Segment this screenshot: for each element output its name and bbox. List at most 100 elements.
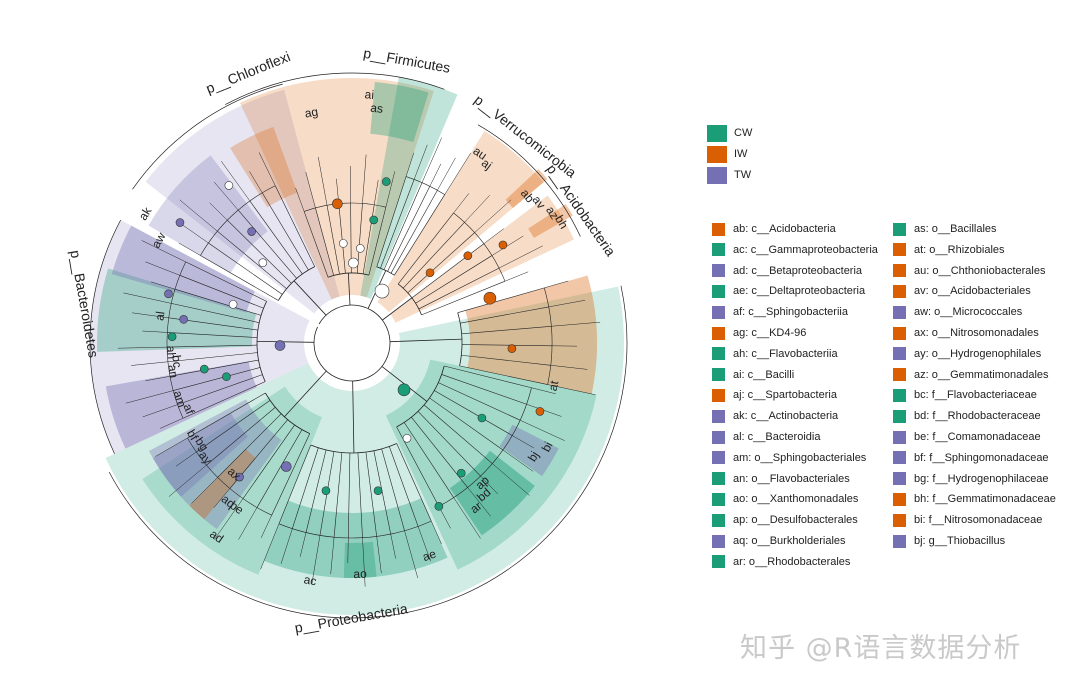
branch-arc (166, 261, 186, 419)
branch-twig (196, 400, 271, 453)
branch-twig (457, 287, 545, 313)
branch-tip (155, 437, 188, 457)
clade-sector (152, 413, 248, 497)
branch-tip (299, 532, 307, 557)
clade-label: bg (192, 435, 211, 454)
branch-twig (292, 447, 319, 529)
legend-swatch (893, 388, 906, 402)
legend-label: at: o__Rhizobiales (914, 243, 1005, 256)
legend-swatch (893, 305, 906, 319)
tree-nodes (164, 177, 545, 511)
clade-sector (148, 399, 282, 530)
legend-item: aw: o__Micrococcales (893, 304, 1022, 320)
branch-twig (381, 448, 405, 531)
branch-twig (167, 332, 258, 338)
clade-sector (105, 361, 257, 449)
legend-label: ag: c__KD4-96 (733, 327, 807, 339)
clade-node (332, 198, 343, 210)
branch-arc (265, 392, 310, 434)
clade-sector (528, 204, 573, 238)
branch-tip (551, 321, 601, 327)
branch-arc (187, 437, 272, 516)
legend-label: ap: o__Desulfobacterales (733, 514, 858, 527)
tree-center-disc (306, 297, 398, 389)
legend-label: aq: o__Burkholderiales (733, 535, 846, 547)
branch-tip (405, 152, 415, 177)
phylum-label: p__Firmicutes (362, 45, 451, 76)
legend-item: au: o__Chthoniobacterales (893, 263, 1045, 279)
branch-tip (191, 477, 218, 504)
legend-item: at: o__Rhizobiales (893, 242, 1005, 258)
legend-item: ab: c__Acidobacteria (712, 221, 836, 237)
branch-twig (208, 242, 283, 295)
branch-tip (376, 536, 382, 574)
legend-label: bi: f__Nitrosomonadaceae (914, 514, 1043, 527)
branch-tip (373, 180, 379, 205)
clade-node (235, 472, 244, 482)
legend-swatch (893, 243, 906, 257)
branch-twig (460, 306, 549, 324)
branch-twig (177, 374, 263, 405)
clade-node (338, 239, 348, 248)
branch-twig (187, 392, 266, 439)
branch-twig (459, 365, 548, 385)
clade-label: ah (164, 345, 179, 359)
legend-label: ax: o__Nitrosomonadales (914, 327, 1039, 339)
legend-item: ar: o__Rhodobacterales (712, 554, 850, 570)
branch-twig (444, 365, 532, 389)
legend-swatch (712, 264, 725, 278)
legend-item: ah: c__Flavobacteriia (712, 346, 838, 362)
branch-twig (333, 452, 343, 538)
legend-item: af: c__Sphingobacteriia (712, 304, 848, 320)
legend-label: ak: c__Actinobacteria (733, 410, 839, 423)
legend-label: ar: o__Rhodobacterales (733, 555, 851, 568)
branch-tip (238, 507, 258, 540)
branch-twig (365, 452, 377, 537)
legend-label: bh: f__Gemmatimonadaceae (914, 493, 1056, 506)
clade-node (167, 332, 177, 342)
clade-node (179, 315, 188, 324)
branch-twig (421, 280, 506, 316)
clade-node (280, 461, 292, 472)
branch-twig (461, 325, 552, 335)
branch-twig (185, 261, 267, 302)
branch-tip (305, 172, 316, 208)
branch-tip (131, 361, 168, 366)
branch-twig (169, 359, 259, 377)
legend-item: ai: c__Bacilli (712, 367, 794, 383)
branch-stem (389, 338, 462, 343)
legend-label: ad: c__Betaproteobacteria (733, 264, 863, 277)
branch-tip (548, 299, 586, 308)
branch-twig (441, 374, 527, 405)
clade-node (498, 240, 508, 250)
legend-item: bf: f__Sphingomonadaceae (893, 450, 1049, 466)
clade-node (258, 258, 268, 268)
branch-twig (167, 344, 258, 348)
branch-tip (123, 292, 172, 304)
clade-node (456, 468, 466, 478)
clade-sector (377, 130, 544, 313)
branch-tip (260, 515, 272, 538)
legend-item: an: o__Flavobacteriales (712, 471, 850, 487)
group-legend-tw: TW (707, 166, 751, 184)
branch-tip (550, 365, 588, 370)
clade-node (321, 486, 331, 496)
clade-sector (343, 541, 377, 579)
branch-twig (376, 176, 407, 268)
branch-tip (467, 487, 491, 517)
clade-sector (390, 195, 575, 323)
branch-tip (492, 463, 530, 496)
clade-node (477, 413, 487, 423)
legend-label: ay: o__Hydrogenophilales (914, 347, 1042, 360)
branch-tip (145, 261, 180, 276)
legend-swatch (893, 222, 906, 236)
branch-tip (421, 137, 442, 183)
branch-tip (417, 526, 431, 562)
legend-label: ac: c__Gammaproteobacteria (733, 243, 878, 256)
clade-node (425, 268, 435, 278)
clade-node (224, 181, 234, 190)
legend-item: ag: c__KD4-96 (712, 325, 806, 341)
branch-tip (249, 171, 263, 193)
legend-item: av: o__Acidobacteriales (893, 283, 1031, 299)
clade-label: bc (169, 354, 184, 368)
